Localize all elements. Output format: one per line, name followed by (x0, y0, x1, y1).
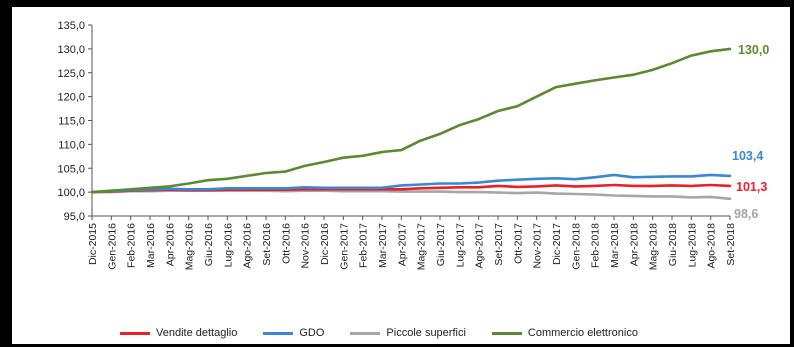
x-tick-label: Apr-2016 (164, 223, 176, 266)
x-tick-label: Mag-2016 (184, 223, 196, 270)
x-tick-label: Giu-2016 (203, 223, 215, 266)
legend-swatch (263, 331, 294, 335)
y-tick-label: 125,0 (57, 68, 85, 80)
y-tick-label: 110,0 (58, 139, 85, 151)
y-tick-label: 95,0 (64, 211, 85, 223)
end-value-label: 103,4 (732, 149, 763, 163)
x-tick-label: Set-2017 (493, 223, 505, 266)
x-tick-label: Gen-2018 (570, 223, 582, 270)
x-tick-label: Mag-2018 (648, 223, 660, 270)
end-value-label: 98,6 (734, 207, 758, 221)
series-line-piccole-superfici (90, 189, 732, 201)
x-tick-label: Lug-2018 (686, 223, 698, 268)
x-tick-label: Gen-2017 (338, 223, 350, 270)
chart-panel: 95,0 100,0 105,0 110,0 115,0 120,0 125,0 130,0 1… (12, 7, 790, 344)
x-tick-label: Feb-2017 (358, 223, 370, 268)
x-tick-label: Lug-2017 (454, 223, 466, 268)
series-line-gdo (90, 173, 732, 194)
x-tick-label: Set-2016 (261, 223, 273, 266)
x-tick-label: Mar-2017 (377, 223, 389, 268)
x-tick-label: Mar-2018 (609, 223, 621, 268)
legend-item-commercio-elettronico: Commercio elettronico (491, 327, 638, 339)
x-tick-label: Dic-2017 (551, 223, 563, 265)
x-tick-label: Nov-2017 (532, 223, 544, 269)
legend: Vendite dettaglio GDO Piccole superfici … (120, 327, 638, 339)
x-tick-label: Feb-2018 (590, 223, 602, 268)
x-tick-label: Ago-2017 (474, 223, 486, 269)
x-tick-label: Ott-2016 (280, 223, 292, 264)
line-chart: 95,0 100,0 105,0 110,0 115,0 120,0 125,0 130,0 1… (57, 20, 769, 270)
legend-swatch (120, 331, 150, 335)
y-tick-label: 100,0 (57, 187, 85, 199)
x-tick-label: Nov-2016 (300, 223, 312, 269)
x-tick-label: Set-2018 (725, 223, 737, 266)
x-tick-label: Mag-2017 (416, 223, 428, 270)
y-tick-label: 105,0 (57, 163, 85, 175)
legend-swatch (350, 331, 381, 335)
end-value-label: 101,3 (736, 180, 767, 194)
x-tick-label: Lug-2016 (222, 223, 234, 268)
y-tick-label: 130,0 (57, 44, 85, 56)
x-tick-label: Feb-2016 (126, 223, 138, 268)
x-tick-label: Mar-2016 (145, 223, 157, 268)
legend-label: Piccole superfici (386, 327, 466, 339)
legend-label: Commercio elettronico (527, 327, 638, 339)
x-tick-label: Giu-2017 (435, 223, 447, 266)
y-tick-label: 135,0 (57, 20, 85, 32)
x-tick-label: Apr-2018 (628, 223, 640, 266)
legend-item-piccole-superfici: Piccole superfici (350, 327, 466, 339)
series-line-commercio-elettronico (90, 47, 732, 194)
legend-label: Vendite dettaglio (156, 327, 238, 339)
x-tick-label: Ago-2018 (706, 223, 718, 269)
legend-label: GDO (299, 327, 325, 339)
legend-swatch (491, 331, 522, 335)
x-tick-label: Gen-2016 (106, 223, 118, 270)
x-tick-label: Apr-2017 (396, 223, 408, 266)
x-tick-label: Dic-2015 (87, 223, 99, 265)
x-tick-label: Giu-2018 (667, 223, 679, 266)
legend-item-gdo: GDO (263, 327, 324, 339)
x-tick-label: Dic-2016 (319, 223, 331, 265)
legend-item-vendite-dettaglio: Vendite dettaglio (120, 327, 237, 339)
end-value-label: 130,0 (738, 43, 769, 57)
y-tick-label: 120,0 (57, 92, 85, 104)
y-tick-label: 115,0 (58, 116, 85, 128)
x-tick-label: Ott-2017 (512, 223, 524, 264)
x-tick-label: Ago-2016 (242, 223, 254, 269)
